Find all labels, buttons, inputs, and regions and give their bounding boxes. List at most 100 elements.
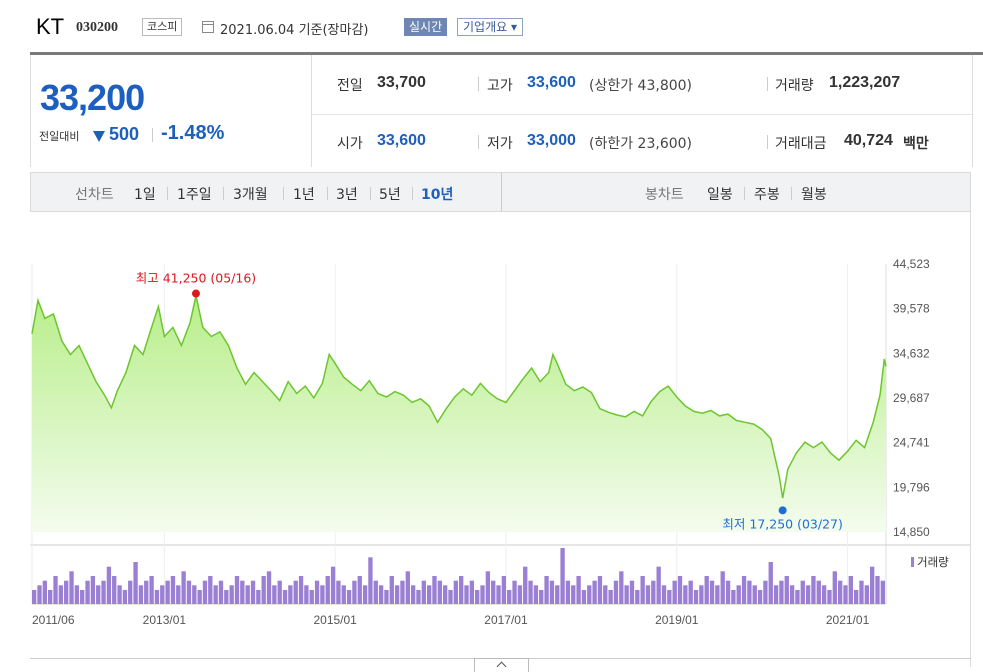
volume-bar: [261, 576, 266, 604]
volume-bar: [234, 576, 240, 604]
volume-bar: [58, 585, 64, 604]
volume-bar: [330, 566, 336, 604]
volume-bar: [741, 576, 747, 604]
col-separator: [478, 77, 479, 91]
volume-bar: [843, 585, 848, 604]
volume-bar: [272, 585, 277, 604]
y-tick-label: 24,741: [893, 436, 930, 450]
volume-bar: [160, 585, 165, 604]
x-tick-label: 2015/01: [313, 613, 357, 627]
volume-bar: [784, 576, 789, 604]
volume-bar: [298, 576, 304, 604]
volume-bar: [288, 585, 293, 604]
volume-bar: [64, 580, 69, 604]
volume-bar: [421, 580, 426, 604]
volume-bar: [560, 548, 565, 604]
volume-bar: [512, 580, 517, 604]
volume-bar: [208, 576, 213, 604]
volume-bar: [544, 576, 549, 604]
change-percent: -1.48%: [161, 122, 225, 144]
tab-separator: [283, 187, 284, 200]
open-value: 33,600: [377, 132, 426, 149]
tab-1year[interactable]: 1년: [293, 187, 315, 203]
volume-bar: [426, 585, 432, 604]
realtime-button[interactable]: 실시간: [404, 18, 448, 36]
prev-close-value: 33,700: [377, 74, 426, 91]
volume-bar: [480, 585, 485, 604]
volume-bar: [197, 590, 202, 604]
x-tick-label: 2021/01: [826, 613, 870, 627]
amount-value: 40,724: [844, 132, 893, 149]
volume-bar: [368, 557, 373, 604]
collapse-button[interactable]: [474, 658, 529, 672]
price-line: [31, 295, 887, 499]
volume-bar: [293, 580, 298, 604]
volume-bar: [640, 576, 645, 604]
volume-bar: [336, 580, 341, 604]
header-divider: [30, 52, 983, 55]
volume-bar: [453, 580, 458, 604]
volume-bar: [448, 590, 453, 604]
tab-1week[interactable]: 1주일: [177, 187, 212, 203]
volume-bar: [832, 571, 837, 604]
market-badge: 코스피: [142, 18, 183, 36]
volume-bar: [128, 580, 133, 604]
volume-bar: [357, 576, 362, 604]
volume-bar: [314, 580, 320, 604]
volume-bar: [186, 580, 192, 604]
volume-bar: [517, 585, 523, 604]
volume-bar: [816, 580, 821, 604]
volume-bar: [32, 590, 37, 604]
tab-separator: [327, 187, 328, 200]
tab-5year[interactable]: 5년: [379, 187, 401, 203]
volume-bar: [469, 580, 475, 604]
high-marker: [191, 289, 200, 298]
volume-bar: [320, 585, 325, 604]
volume-bar: [608, 590, 613, 604]
volume-bar: [202, 580, 208, 604]
tab-weekly[interactable]: 주봉: [754, 187, 780, 203]
volume-bar: [709, 580, 715, 604]
volume-bar: [378, 585, 384, 604]
volume-bar: [245, 585, 250, 604]
volume-bar: [565, 580, 571, 604]
volume-label: 거래량: [775, 78, 814, 94]
tab-separator: [167, 187, 168, 200]
high-annotation: 최고 41,250 (05/16): [136, 271, 256, 286]
tab-3month[interactable]: 3개월: [233, 187, 268, 203]
company-info-button[interactable]: 기업개요 ▾: [457, 18, 523, 36]
volume-bar: [85, 580, 90, 604]
tab-1day[interactable]: 1일: [134, 187, 156, 203]
y-tick-label: 44,523: [893, 257, 930, 271]
volume-bar: [800, 580, 805, 604]
tab-3year[interactable]: 3년: [336, 187, 358, 203]
current-price: 33,200: [40, 77, 145, 118]
volume-legend-swatch: [911, 557, 914, 567]
tab-monthly[interactable]: 월봉: [801, 187, 827, 203]
volume-bar: [789, 585, 795, 604]
volume-bar: [507, 590, 512, 604]
volume-bar: [389, 576, 394, 604]
tab-10year[interactable]: 10년: [421, 187, 454, 203]
y-tick-label: 34,632: [893, 346, 930, 360]
low-annotation: 최저 17,250 (03/27): [722, 516, 842, 531]
volume-bar: [619, 571, 624, 604]
volume-bar: [848, 576, 853, 604]
low-value: 33,000: [527, 132, 576, 149]
volume-bar: [277, 580, 282, 604]
volume-bar: [645, 585, 651, 604]
volume-bar: [811, 576, 816, 604]
volume-bar: [192, 585, 197, 604]
volume-bar: [165, 580, 170, 604]
volume-legend-label: 거래량: [917, 555, 949, 569]
volume-bar: [821, 585, 827, 604]
volume-bar: [869, 566, 875, 604]
volume-bar: [181, 571, 186, 604]
volume-bar: [352, 580, 357, 604]
volume-bar: [768, 562, 773, 604]
volume-bar: [90, 576, 96, 604]
tab-daily[interactable]: 일봉: [707, 187, 733, 203]
volume-bar: [688, 580, 693, 604]
volume-bar: [240, 580, 245, 604]
high-value: 33,600: [527, 74, 576, 91]
